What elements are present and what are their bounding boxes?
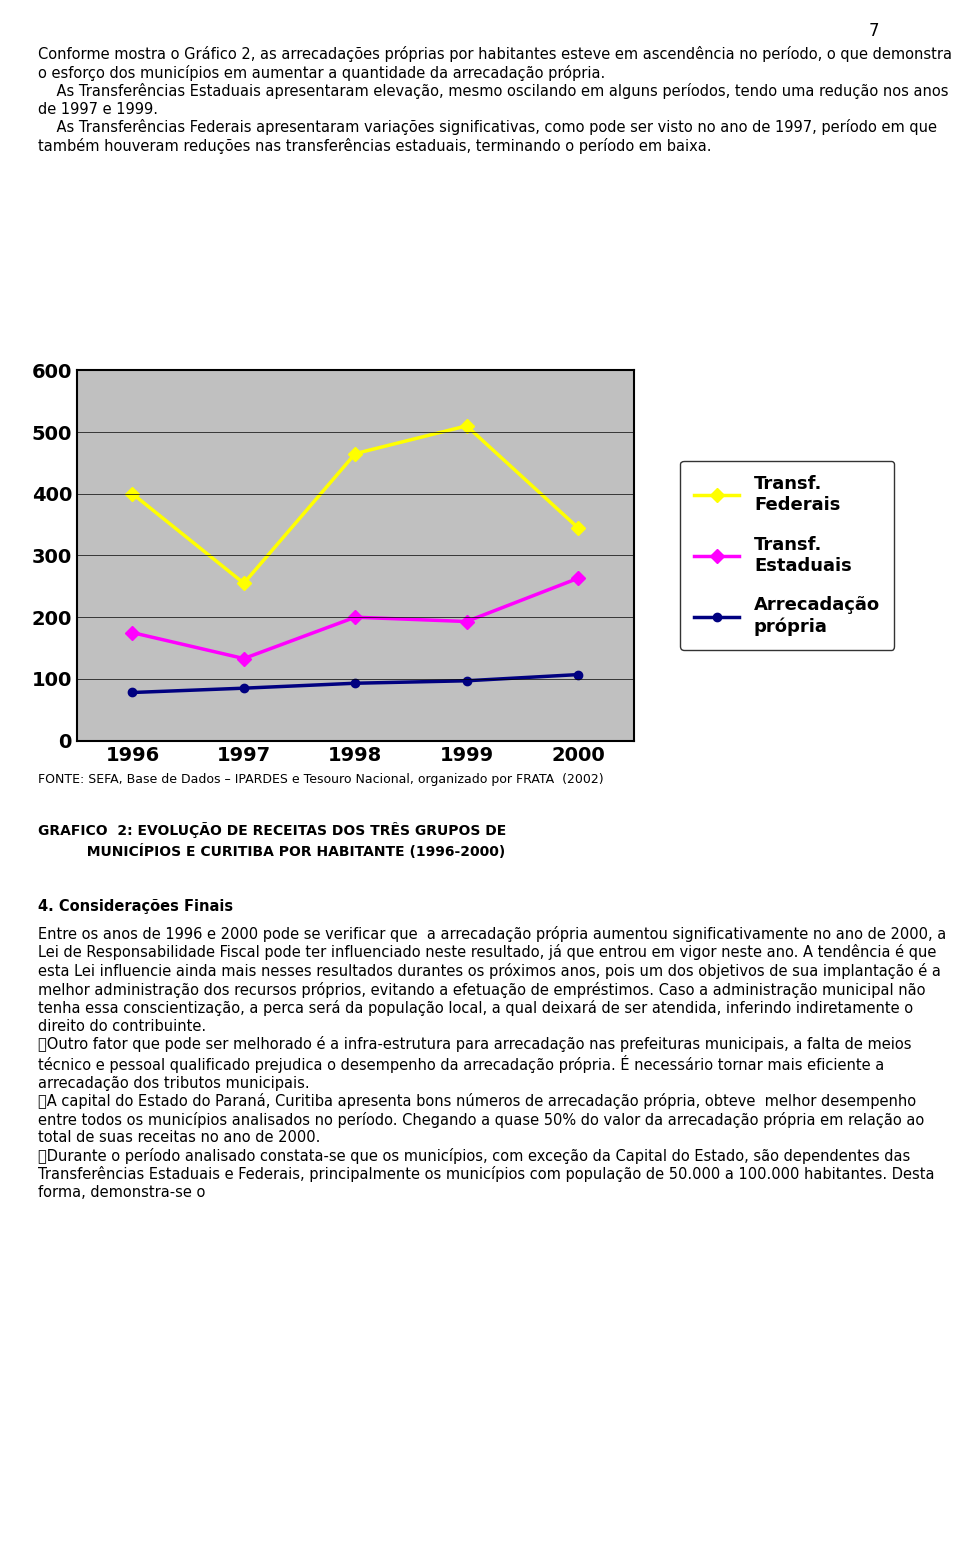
Text: FONTE: SEFA, Base de Dados – IPARDES e Tesouro Nacional, organizado por FRATA  (: FONTE: SEFA, Base de Dados – IPARDES e T… — [38, 773, 604, 785]
Text: 7: 7 — [869, 22, 878, 40]
Text: Conforme mostra o Gráfico 2, as arrecadações próprias por habitantes esteve em a: Conforme mostra o Gráfico 2, as arrecada… — [38, 46, 952, 154]
Text: GRAFICO  2: EVOLUÇÃO DE RECEITAS DOS TRÊS GRUPOS DE
          MUNICÍPIOS E CURIT: GRAFICO 2: EVOLUÇÃO DE RECEITAS DOS TRÊS… — [38, 822, 507, 859]
Text: 4. Considerações Finais: 4. Considerações Finais — [38, 900, 233, 913]
Legend: Transf.
Federais, Transf.
Estaduais, Arrecadação
própria: Transf. Federais, Transf. Estaduais, Arr… — [680, 461, 895, 650]
Text: Entre os anos de 1996 e 2000 pode se verificar que  a arrecadação própria aument: Entre os anos de 1996 e 2000 pode se ver… — [38, 926, 947, 1200]
